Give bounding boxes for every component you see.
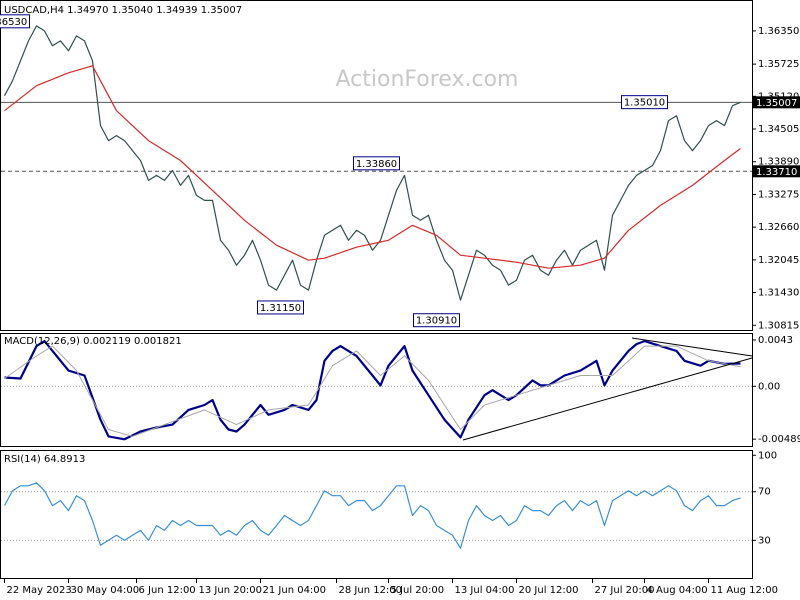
annotation-box — [353, 156, 400, 171]
x-tick-label: 21 Jun 04:00 — [263, 585, 327, 596]
series-line — [4, 65, 741, 269]
level-label-box — [753, 96, 800, 109]
annotation-box — [413, 313, 460, 328]
x-tick-label: 20 Jul 12:00 — [519, 585, 579, 596]
macd-title: MACD(12,26,9) 0.002119 0.001821 — [4, 336, 182, 347]
y-tick-label: 1.33275 — [758, 189, 799, 200]
trendline — [631, 337, 753, 357]
chart-title: USDCAD,H4 1.34970 1.35040 1.34939 1.3500… — [4, 5, 242, 16]
trendline — [462, 357, 753, 441]
y-tick-label: 30 — [758, 535, 771, 546]
x-tick-label: 5 Jul 20:00 — [391, 585, 445, 596]
x-tick-label: 30 May 04:00 — [71, 585, 140, 596]
y-tick-label: 1.33890 — [758, 157, 799, 168]
y-tick-label: 0.0043 — [758, 335, 793, 346]
level-label: 1.33710 — [756, 167, 797, 178]
x-tick-label: 4 Aug 04:00 — [647, 585, 708, 596]
x-tick-label: 22 May 2023 — [7, 585, 72, 596]
x-tick-label: 28 Jun 12:00 — [339, 585, 403, 596]
annotation-label: 1.31150 — [260, 303, 301, 314]
x-tick-label: 13 Jun 20:00 — [199, 585, 263, 596]
annotation-label: 1.36530 — [0, 17, 27, 28]
x-tick-label: 11 Aug 12:00 — [711, 585, 778, 596]
y-tick-label: 1.31430 — [758, 288, 799, 299]
x-tick-label: 13 Jul 04:00 — [455, 585, 515, 596]
x-tick-label: 27 Jul 20:00 — [595, 585, 655, 596]
annotation-label: 1.33860 — [356, 159, 397, 170]
series-line — [4, 340, 741, 441]
y-tick-label: 1.34505 — [758, 124, 799, 135]
rsi-title: RSI(14) 64.8913 — [4, 454, 85, 465]
watermark: ActionForex.com — [336, 67, 519, 92]
annotation-box — [621, 95, 668, 110]
annotation-label: 1.30910 — [416, 316, 457, 327]
annotation-label: 1.35010 — [624, 98, 665, 109]
level-label-box — [753, 165, 800, 178]
y-tick-label: -0.004895 — [758, 434, 800, 445]
series-line — [3, 25, 741, 301]
y-tick-label: 1.32660 — [758, 222, 799, 233]
y-tick-label: 70 — [758, 487, 771, 498]
series-line — [3, 482, 741, 549]
plot-layers: 1.363501.357251.351201.345051.338901.332… — [0, 14, 800, 596]
series-line — [4, 345, 741, 437]
annotation-box — [257, 300, 304, 315]
rsi-panel — [0, 450, 753, 579]
y-tick-label: 100 — [758, 450, 777, 461]
y-tick-label: 0.00 — [758, 381, 780, 392]
y-tick-label: 1.30815 — [758, 320, 799, 331]
annotation-box — [0, 14, 30, 29]
y-tick-label: 1.36350 — [758, 26, 799, 37]
y-tick-label: 1.32045 — [758, 255, 799, 266]
y-tick-label: 1.35725 — [758, 59, 799, 70]
level-label: 1.35007 — [756, 98, 797, 109]
x-tick-label: 6 Jun 12:00 — [139, 585, 196, 596]
